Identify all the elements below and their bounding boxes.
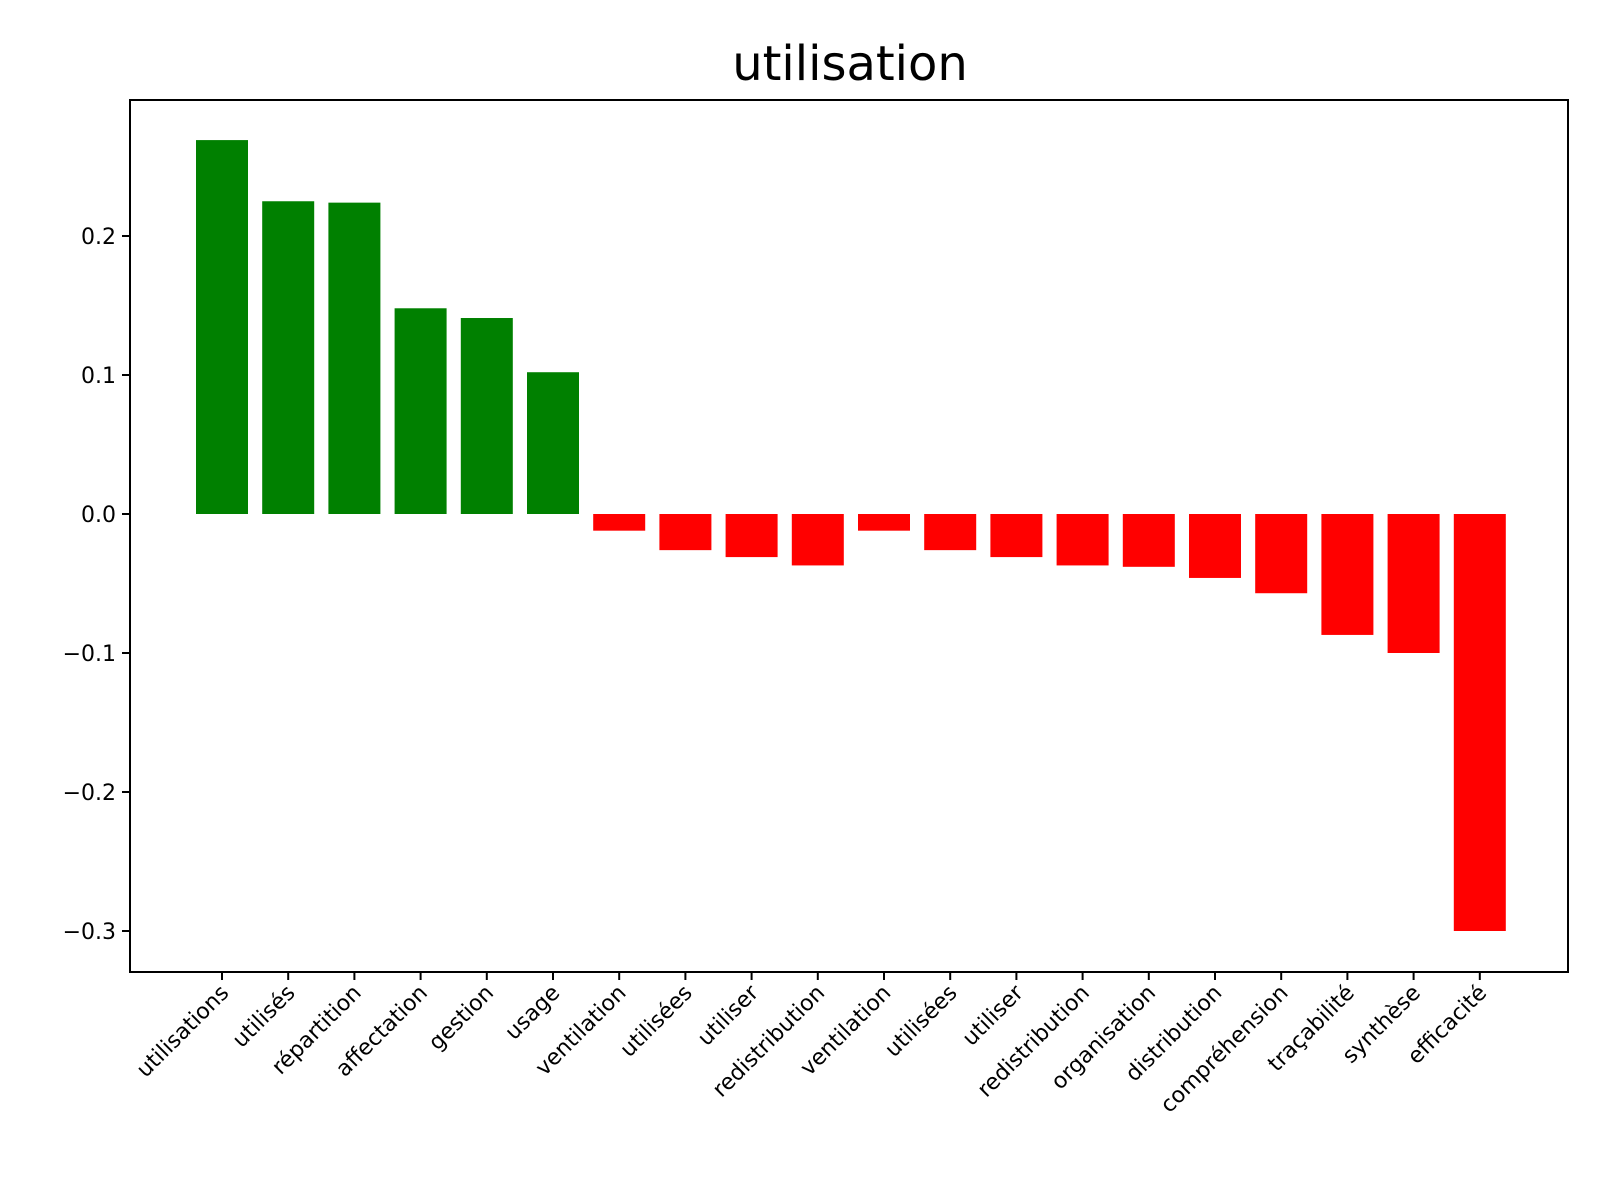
- bar-18: [1387, 514, 1440, 653]
- y-tick-label: 0.1: [81, 364, 116, 389]
- bar-3: [394, 308, 447, 514]
- bar-13: [1056, 514, 1109, 566]
- bar-5: [527, 372, 579, 514]
- bar-0: [196, 140, 248, 514]
- bar-15: [1189, 514, 1241, 578]
- y-tick-label: −0.2: [63, 781, 116, 806]
- y-tick-label: −0.3: [63, 920, 116, 945]
- x-tick-label: redistribution: [708, 981, 830, 1103]
- y-tick-label: 0.0: [81, 503, 116, 528]
- bar-19: [1453, 514, 1506, 931]
- bar-17: [1321, 514, 1374, 635]
- x-tick-label: utilisations: [132, 981, 234, 1083]
- x-tick-label: utilisées: [616, 981, 698, 1063]
- bar-7: [659, 514, 712, 551]
- bar-1: [262, 201, 315, 514]
- x-tick-label: usage: [501, 981, 566, 1046]
- x-tick-label: utilisées: [880, 981, 962, 1063]
- x-tick-label: redistribution: [973, 981, 1095, 1103]
- axes-frame: [129, 99, 1569, 973]
- bar-6: [593, 514, 646, 531]
- x-axis: utilisationsutilisésrépartitionaffectati…: [132, 972, 1492, 1118]
- bar-4: [460, 318, 513, 514]
- bar-9: [791, 514, 844, 566]
- x-tick-label: gestion: [424, 981, 499, 1056]
- bar-14: [1122, 514, 1175, 567]
- bar-11: [924, 514, 977, 551]
- bar-2: [328, 202, 381, 514]
- y-axis: 0.2 0.1 0.0 −0.1 −0.2 −0.3: [63, 225, 130, 945]
- bars-layer: [196, 140, 1506, 931]
- chart-title: utilisation: [732, 36, 968, 92]
- bar-10: [858, 514, 910, 531]
- bar-16: [1255, 514, 1308, 594]
- y-tick-label: −0.1: [63, 642, 116, 667]
- bar-12: [990, 514, 1043, 558]
- bar-8: [725, 514, 778, 558]
- y-tick-label: 0.2: [81, 225, 116, 250]
